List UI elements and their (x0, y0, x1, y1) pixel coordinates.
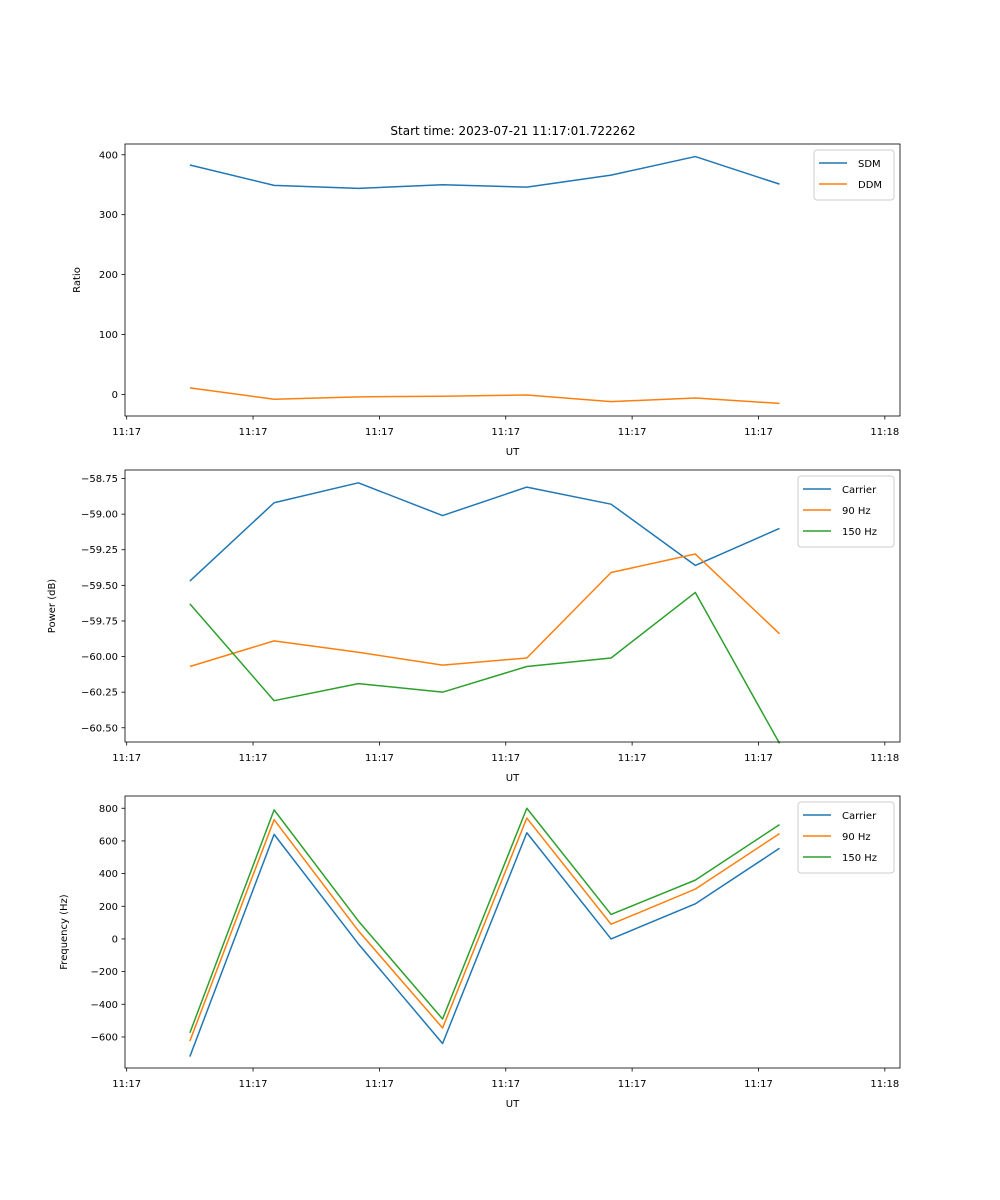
y-tick-label: 800 (99, 804, 118, 815)
y-tick-label: 100 (99, 330, 118, 341)
legend-label: 150 Hz (842, 527, 877, 538)
x-tick-label: 11:17 (112, 753, 141, 764)
x-axis-label: UT (506, 447, 520, 458)
y-tick-label: −59.00 (81, 510, 118, 521)
x-tick-label: 11:17 (112, 427, 141, 438)
y-tick-label: 0 (112, 390, 118, 401)
x-tick-label: 11:17 (365, 1079, 394, 1090)
y-tick-label: −400 (91, 1000, 118, 1011)
series-line-carrier (189, 832, 780, 1057)
y-tick-label: 600 (99, 836, 118, 847)
y-tick-label: 200 (99, 902, 118, 913)
axes-frame (124, 469, 901, 743)
legend: Carrier 90 Hz 150 Hz (797, 475, 895, 548)
y-tick-label: −200 (91, 967, 118, 978)
x-tick-label: 11:17 (491, 1079, 520, 1090)
y-tick-label: −60.50 (81, 723, 118, 734)
x-tick-label: 11:17 (365, 753, 394, 764)
figure-title: Start time: 2023-07-21 11:17:01.722262 (390, 124, 635, 138)
x-tick-label: 11:17 (618, 753, 647, 764)
x-tick-label: 11:17 (239, 427, 268, 438)
x-tick-label: 11:17 (239, 753, 268, 764)
series-line-sdm (189, 155, 780, 190)
x-tick-label: 11:17 (491, 753, 520, 764)
x-tick-label: 11:18 (870, 753, 899, 764)
y-tick-label: 400 (99, 150, 118, 161)
series-line-90-hz (189, 553, 781, 668)
legend-label: 150 Hz (842, 853, 877, 864)
series-line-90-hz (189, 817, 780, 1042)
x-axis-label: UT (506, 773, 520, 784)
x-axis-label: UT (506, 1099, 520, 1110)
y-tick-label: −60.25 (81, 688, 118, 699)
legend-label: 90 Hz (842, 506, 871, 517)
x-tick-label: 11:17 (618, 1079, 647, 1090)
legend: SDM DDM (813, 149, 895, 201)
x-tick-label: 11:17 (744, 1079, 773, 1090)
series-line-carrier (189, 482, 780, 582)
legend-label: DDM (858, 180, 882, 191)
y-tick-label: −60.00 (81, 652, 118, 663)
y-axis-label: Frequency (Hz) (59, 894, 70, 970)
y-tick-label: 300 (99, 210, 118, 221)
charts-container: 11:17 11:17 11:17 11:17 11:17 11:17 11:18 0 100 2… (47, 143, 901, 1110)
x-tick-label: 11:17 (744, 427, 773, 438)
y-tick-label: −59.75 (81, 616, 118, 627)
x-tick-label: 11:17 (239, 1079, 268, 1090)
y-tick-label: 200 (99, 270, 118, 281)
x-tick-label: 11:17 (618, 427, 647, 438)
y-axis-label: Power (dB) (47, 579, 58, 634)
chart-panel-2: 11:17 11:17 11:17 11:17 11:17 11:17 11:18 −60.5… (47, 469, 901, 784)
x-tick-label: 11:18 (870, 427, 899, 438)
series-line-150-hz (189, 807, 780, 1034)
y-tick-label: −58.75 (81, 474, 118, 485)
series-line-ddm (189, 387, 780, 405)
x-tick-label: 11:17 (491, 427, 520, 438)
legend-label: SDM (858, 159, 881, 170)
legend-box (813, 149, 895, 201)
y-tick-label: −600 (91, 1032, 118, 1043)
x-tick-label: 11:17 (112, 1079, 141, 1090)
chart-panel-3: 11:17 11:17 11:17 11:17 11:17 11:17 11:18 −600 −… (59, 795, 901, 1110)
y-tick-label: −59.25 (81, 545, 118, 556)
legend-box (797, 801, 895, 874)
y-axis-label: Ratio (72, 267, 83, 293)
axes-frame (124, 795, 901, 1069)
axes-frame (124, 143, 901, 417)
y-tick-label: −59.50 (81, 581, 118, 592)
y-tick-label: 400 (99, 869, 118, 880)
legend-label: 90 Hz (842, 832, 871, 843)
chart-panel-1: 11:17 11:17 11:17 11:17 11:17 11:17 11:18 0 100 2… (72, 143, 901, 458)
legend-label: Carrier (842, 811, 877, 822)
y-tick-label: 0 (112, 934, 118, 945)
x-tick-label: 11:17 (365, 427, 394, 438)
series-line-150-hz (189, 591, 781, 744)
x-tick-label: 11:18 (870, 1079, 899, 1090)
legend-box (797, 475, 895, 548)
x-tick-label: 11:17 (744, 753, 773, 764)
legend: Carrier 90 Hz 150 Hz (797, 801, 895, 874)
legend-label: Carrier (842, 485, 877, 496)
